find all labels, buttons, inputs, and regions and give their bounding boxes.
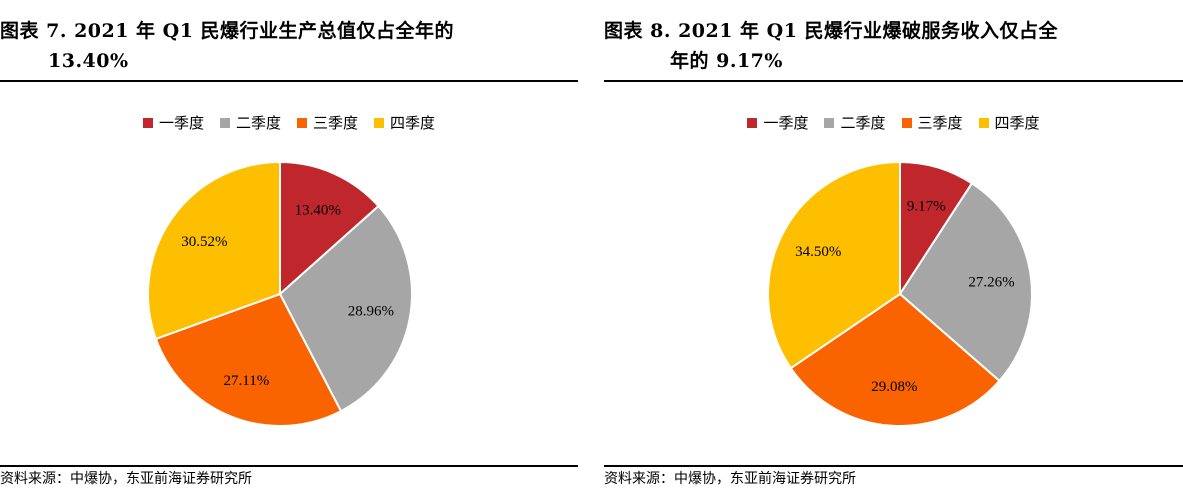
legend-item-q2: 二季度 — [824, 114, 886, 132]
legend-item-q1: 一季度 — [747, 114, 808, 132]
chart-title-line1: 图表 7. 2021 年 Q1 民爆行业生产总值仅占全年的 — [0, 20, 455, 42]
legend-item-q2: 二季度 — [219, 114, 281, 132]
chart-title-line1: 图表 8. 2021 年 Q1 民爆行业爆破服务收入仅占全 — [604, 20, 1059, 42]
chart-legend: 一季度 二季度 三季度 四季度 — [0, 114, 578, 132]
pie-data-label: 9.17% — [907, 198, 946, 214]
legend-item-q3: 三季度 — [901, 114, 963, 132]
pie-slice-q1 — [279, 160, 380, 297]
chart-panel-blasting-service: 图表 8. 2021 年 Q1 民爆行业爆破服务收入仅占全 年的 9.17% 一… — [604, 0, 1183, 499]
legend-swatch — [374, 118, 385, 128]
source-note: 资料来源：中爆协，东亚前海证券研究所 — [604, 471, 856, 487]
legend-label: 三季度 — [313, 114, 359, 132]
pie-data-label: 28.96% — [348, 304, 394, 320]
bottom-rule — [604, 465, 1183, 467]
source-note: 资料来源：中爆协，东亚前海证券研究所 — [0, 471, 252, 487]
pie-slice-q2 — [898, 181, 1033, 383]
legend-label: 一季度 — [158, 114, 204, 132]
pie-slice-q2 — [278, 204, 413, 413]
pie-chart-production: 13.40% 28.96% 27.11% 30.52% — [147, 160, 413, 427]
bottom-rule — [0, 465, 578, 467]
pie-chart-blasting-service: 9.17% 27.26% 29.08% 34.50% — [767, 160, 1033, 427]
legend-item-q3: 三季度 — [297, 114, 358, 132]
legend-label: 二季度 — [840, 114, 886, 132]
legend-swatch — [901, 118, 912, 128]
pie-slice-q4 — [767, 160, 901, 370]
pie-data-label: 34.50% — [795, 244, 841, 260]
pie-data-label: 27.26% — [968, 274, 1014, 290]
chart-title: 图表 8. 2021 年 Q1 民爆行业爆破服务收入仅占全 年的 9.17% — [604, 16, 1183, 76]
pie-slice-q3 — [789, 292, 1001, 427]
legend-label: 三季度 — [917, 114, 963, 132]
legend-swatch — [978, 118, 989, 128]
legend-swatch — [219, 118, 230, 128]
pie-data-label: 13.40% — [295, 203, 341, 219]
chart-legend: 一季度 二季度 三季度 四季度 — [604, 114, 1183, 132]
legend-label: 四季度 — [390, 114, 436, 132]
pie-data-label: 27.11% — [224, 373, 270, 389]
legend-swatch — [747, 118, 758, 128]
chart-title-line2: 年的 9.17% — [670, 50, 783, 72]
chart-panel-production: 图表 7. 2021 年 Q1 民爆行业生产总值仅占全年的 13.40% 一季度… — [0, 0, 578, 499]
chart-title: 图表 7. 2021 年 Q1 民爆行业生产总值仅占全年的 13.40% — [0, 16, 578, 76]
top-rule — [604, 80, 1183, 82]
legend-item-q4: 四季度 — [978, 114, 1040, 132]
legend-item-q4: 四季度 — [374, 114, 435, 132]
pie-data-label: 30.52% — [181, 234, 227, 250]
legend-label: 一季度 — [763, 114, 809, 132]
legend-item-q1: 一季度 — [142, 114, 204, 132]
legend-label: 二季度 — [235, 114, 281, 132]
pie-data-label: 29.08% — [871, 379, 917, 395]
pie-slice-q4 — [147, 160, 281, 341]
legend-label: 四季度 — [994, 114, 1040, 132]
legend-swatch — [142, 118, 153, 128]
legend-swatch — [297, 118, 307, 128]
legend-swatch — [824, 118, 835, 128]
chart-title-line2: 13.40% — [48, 50, 129, 72]
pie-slice-q3 — [154, 292, 343, 427]
top-rule — [0, 80, 578, 82]
